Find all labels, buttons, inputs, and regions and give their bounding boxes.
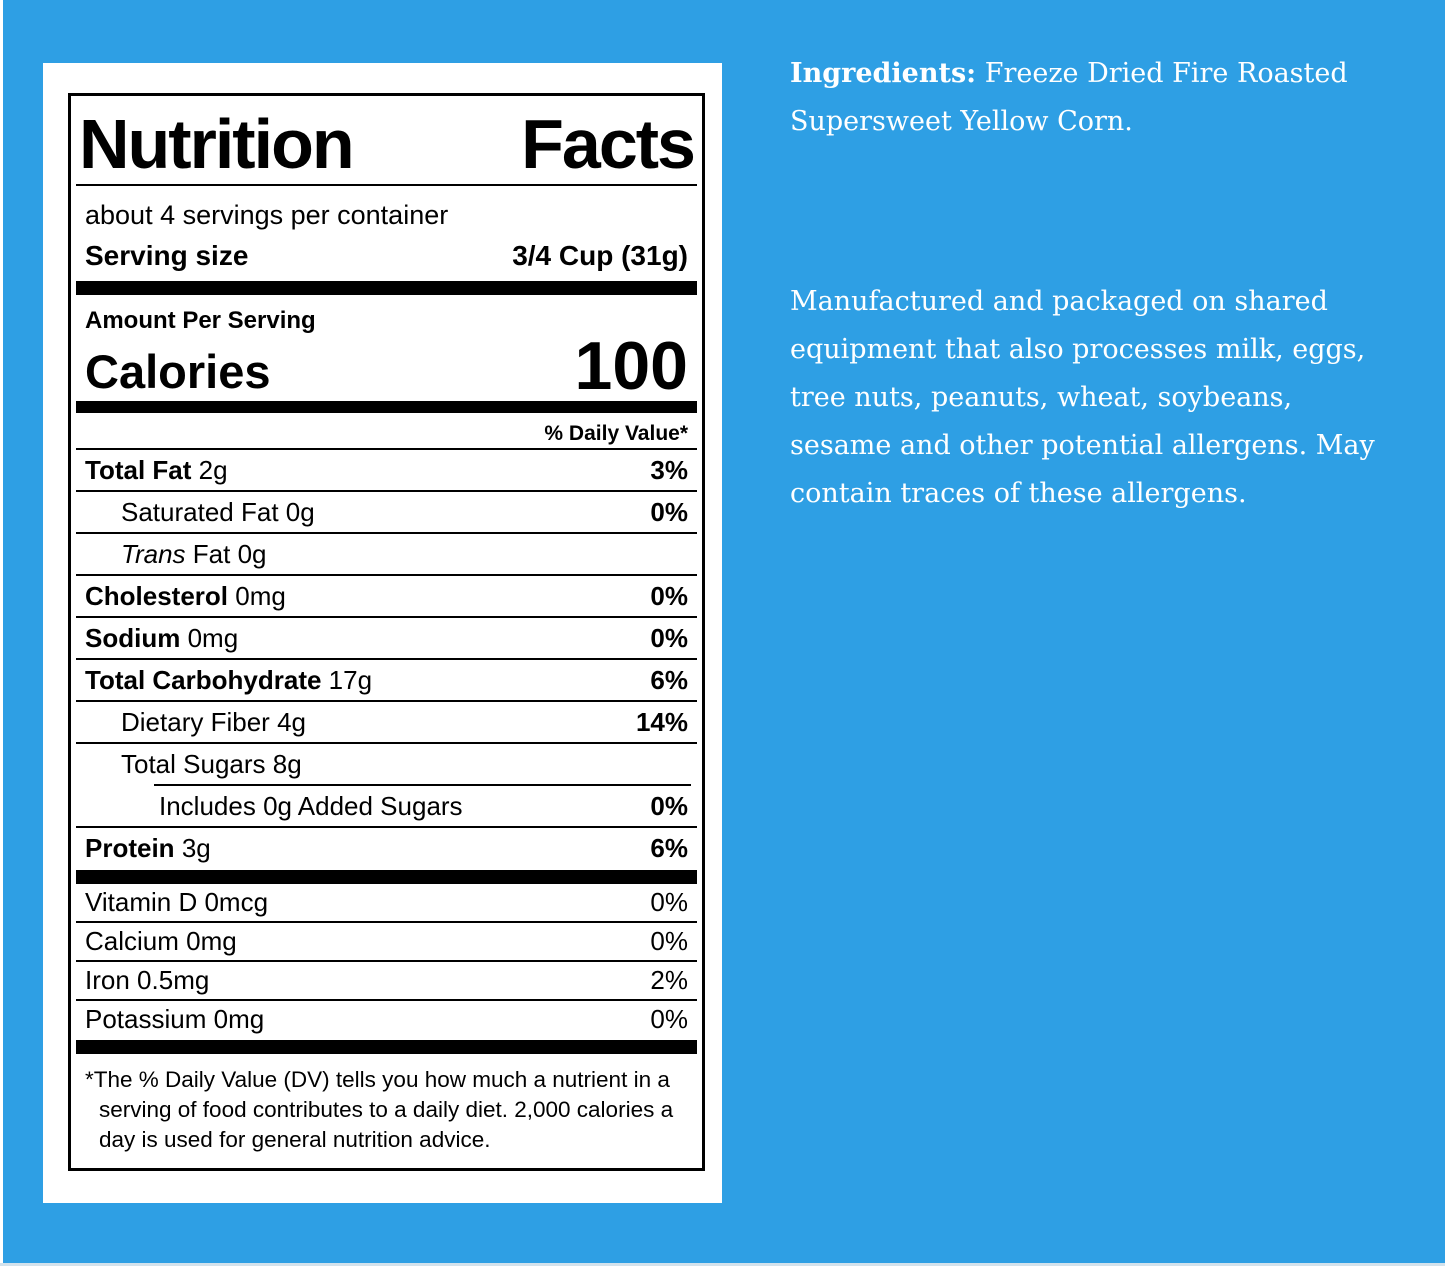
separator-bar-thick bbox=[76, 281, 697, 295]
nutrient-row-total-sugars: Total Sugars 8g bbox=[76, 744, 697, 786]
separator-bar-thick bbox=[76, 1040, 697, 1054]
nutrition-facts-title: Nutrition Facts bbox=[76, 96, 697, 186]
nutrient-row-total-fat: Total Fat 2g 3% bbox=[76, 450, 697, 492]
nutrient-row-trans-fat: Trans Fat 0g bbox=[76, 534, 697, 576]
calories-label: Calories bbox=[85, 345, 271, 399]
servings-per-container: about 4 servings per container bbox=[85, 200, 449, 230]
serving-size-value: 3/4 Cup (31g) bbox=[512, 240, 688, 271]
dv-value: 6% bbox=[650, 665, 688, 695]
daily-value-header: % Daily Value* bbox=[76, 413, 697, 450]
nutrient-row-total-carbohydrate: Total Carbohydrate 17g 6% bbox=[76, 660, 697, 702]
ingredients-label: Ingredients: bbox=[790, 58, 977, 89]
calories-row: Calories 100 bbox=[76, 328, 697, 405]
serving-size-label: Serving size bbox=[85, 240, 249, 271]
serving-size-row: Serving size 3/4 Cup (31g) bbox=[76, 233, 697, 281]
calories-value: 100 bbox=[574, 328, 688, 405]
product-info-card: Nutrition Facts about 4 servings per con… bbox=[43, 63, 722, 1203]
vitamin-row-vitamin-d: Vitamin D 0mcg 0% bbox=[76, 884, 697, 923]
dv-value: 6% bbox=[650, 833, 688, 863]
nutrition-facts-label: Nutrition Facts about 4 servings per con… bbox=[68, 93, 705, 1171]
dv-value: 3% bbox=[650, 455, 688, 485]
nutrient-row-cholesterol: Cholesterol 0mg 0% bbox=[76, 576, 697, 618]
vitamin-row-potassium: Potassium 0mg 0% bbox=[76, 1001, 697, 1040]
dv-value: 0% bbox=[650, 887, 688, 917]
page-bottom-edge bbox=[0, 1263, 1445, 1266]
separator-bar-thick bbox=[76, 870, 697, 884]
dv-value: 14% bbox=[635, 707, 688, 737]
vitamin-row-calcium: Calcium 0mg 0% bbox=[76, 923, 697, 962]
nutrient-row-sodium: Sodium 0mg 0% bbox=[76, 618, 697, 660]
nutrient-row-protein: Protein 3g 6% bbox=[76, 828, 697, 870]
nutrient-row-saturated-fat: Saturated Fat 0g 0% bbox=[76, 492, 697, 534]
dv-value: 0% bbox=[650, 791, 688, 821]
dv-value: 2% bbox=[650, 965, 688, 995]
ingredients-value: Freeze Dried Fire Roasted Supersweet Yel… bbox=[790, 58, 1348, 137]
product-details-text: Ingredients: Freeze Dried Fire Roasted S… bbox=[790, 50, 1402, 518]
separator-bar-calories bbox=[76, 401, 697, 413]
dv-value: 0% bbox=[650, 926, 688, 956]
dv-value: 0% bbox=[650, 497, 688, 527]
ingredients-paragraph: Ingredients: Freeze Dried Fire Roasted S… bbox=[790, 50, 1402, 146]
daily-value-footnote: *The % Daily Value (DV) tells you how mu… bbox=[85, 1067, 674, 1152]
allergen-paragraph: Manufactured and packaged on shared equi… bbox=[790, 286, 1375, 509]
nutrient-row-dietary-fiber: Dietary Fiber 4g 14% bbox=[76, 702, 697, 744]
vitamin-row-iron: Iron 0.5mg 2% bbox=[76, 962, 697, 1001]
page-left-edge bbox=[0, 0, 3, 1266]
dv-value: 0% bbox=[650, 623, 688, 653]
dv-value: 0% bbox=[650, 1004, 688, 1034]
nutrient-row-added-sugars: Includes 0g Added Sugars 0% bbox=[76, 786, 697, 828]
amount-per-serving-label: Amount Per Serving bbox=[85, 307, 316, 334]
dv-value: 0% bbox=[650, 581, 688, 611]
